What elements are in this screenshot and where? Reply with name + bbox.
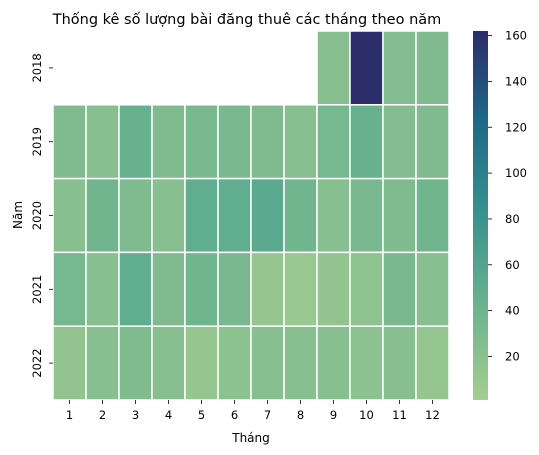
heatmap-cell-2021-10 bbox=[349, 251, 384, 327]
x-tick-label: 1 bbox=[66, 408, 73, 422]
heatmap-cell-2022-12 bbox=[415, 325, 450, 401]
x-tick-label: 11 bbox=[392, 408, 407, 422]
heatmap-cell-2021-5 bbox=[184, 251, 219, 327]
x-axis-label: Tháng bbox=[231, 431, 270, 445]
heatmap-cell-2021-1 bbox=[52, 251, 87, 327]
heatmap-cell-2021-3 bbox=[118, 251, 153, 327]
x-tick-label: 8 bbox=[297, 408, 304, 422]
x-axis-ticks: 1 2 3 4 5 6 7 8 9 10 11 12 bbox=[66, 400, 440, 422]
colorbar-tick-label: 120 bbox=[505, 120, 527, 134]
heatmap-cell-2019-4 bbox=[151, 104, 186, 180]
heatmap-cell-2019-9 bbox=[316, 104, 351, 180]
heatmap-cell-2021-4 bbox=[151, 251, 186, 327]
heatmap-cell-2020-11 bbox=[382, 177, 417, 254]
heatmap-cell-2020-7 bbox=[250, 177, 285, 254]
chart-title: Thống kê số lượng bài đăng thuê các thán… bbox=[52, 11, 442, 28]
heatmap-cell-2020-5 bbox=[184, 177, 219, 254]
heatmap-cell-2020-1 bbox=[52, 177, 87, 254]
heatmap-cell-2019-12 bbox=[415, 104, 450, 180]
x-tick-label: 12 bbox=[425, 408, 440, 422]
heatmap-cell-2022-3 bbox=[118, 325, 153, 401]
heatmap-cell-2022-5 bbox=[184, 325, 219, 401]
heatmap-cell-2020-12 bbox=[415, 177, 450, 254]
heatmap-cell-2021-11 bbox=[382, 251, 417, 327]
x-tick-label: 2 bbox=[99, 408, 106, 422]
heatmap-cell-2019-2 bbox=[85, 104, 120, 180]
x-tick-label: 5 bbox=[198, 408, 205, 422]
x-tick-label: 3 bbox=[132, 408, 139, 422]
heatmap-cell-2019-11 bbox=[382, 104, 417, 180]
heatmap-cell-2021-6 bbox=[217, 251, 252, 327]
heatmap-cell-2022-7 bbox=[250, 325, 285, 401]
heatmap-cell-2021-7 bbox=[250, 251, 285, 327]
heatmap-cell-2018-9 bbox=[316, 30, 351, 106]
colorbar-tick-label: 40 bbox=[505, 304, 520, 318]
heatmap-cell-2019-1 bbox=[52, 104, 87, 180]
colorbar-tick-label: 20 bbox=[505, 349, 520, 363]
x-tick-label: 9 bbox=[330, 408, 337, 422]
heatmap-cell-2018-11 bbox=[382, 30, 417, 106]
heatmap-cell-2020-3 bbox=[118, 177, 153, 254]
heatmap-cell-2020-2 bbox=[85, 177, 120, 254]
x-tick-label: 4 bbox=[165, 408, 172, 422]
heatmap-cell-2022-10 bbox=[349, 325, 384, 401]
heatmap-cell-2019-3 bbox=[118, 104, 153, 180]
y-axis-ticks: 2018 2019 2020 2021 2022 bbox=[30, 53, 53, 378]
heatmap-cell-2020-10 bbox=[349, 177, 384, 254]
colorbar-tick-label: 160 bbox=[505, 29, 527, 43]
heatmap-cell-2019-5 bbox=[184, 104, 219, 180]
heatmap-cell-2022-2 bbox=[85, 325, 120, 401]
heatmap-cell-2022-6 bbox=[217, 325, 252, 401]
x-tick-label: 10 bbox=[359, 408, 374, 422]
colorbar-ticks: 20 40 60 80 100 120 140 160 bbox=[488, 29, 527, 363]
heatmap-cell-2022-1 bbox=[52, 325, 87, 401]
x-tick-label: 6 bbox=[231, 408, 238, 422]
y-tick-label: 2019 bbox=[30, 127, 44, 156]
heatmap-cell-2018-10 bbox=[349, 30, 384, 106]
heatmap-cell-2021-12 bbox=[415, 251, 450, 327]
colorbar-tick-label: 100 bbox=[505, 166, 527, 180]
heatmap-cell-2021-8 bbox=[283, 251, 318, 327]
heatmap-cells bbox=[52, 30, 450, 401]
heatmap-cell-2021-2 bbox=[85, 251, 120, 327]
heatmap-cell-2019-7 bbox=[250, 104, 285, 180]
heatmap-cell-2020-8 bbox=[283, 177, 318, 254]
heatmap-cell-2021-9 bbox=[316, 251, 351, 327]
x-tick-label: 7 bbox=[264, 408, 271, 422]
heatmap-cell-2019-10 bbox=[349, 104, 384, 180]
heatmap-cell-2018-12 bbox=[415, 30, 450, 106]
colorbar-tick-label: 60 bbox=[505, 258, 520, 272]
colorbar-tick-label: 80 bbox=[505, 212, 520, 226]
y-axis-label: Năm bbox=[11, 201, 25, 229]
heatmap-cell-2022-8 bbox=[283, 325, 318, 401]
heatmap-cell-2020-6 bbox=[217, 177, 252, 254]
y-tick-label: 2021 bbox=[30, 275, 44, 304]
heatmap-cell-2022-9 bbox=[316, 325, 351, 401]
heatmap-cell-2019-8 bbox=[283, 104, 318, 180]
y-tick-label: 2022 bbox=[30, 348, 44, 377]
heatmap-cell-2022-11 bbox=[382, 325, 417, 401]
heatmap-cell-2020-9 bbox=[316, 177, 351, 254]
colorbar bbox=[473, 31, 488, 400]
heatmap-cell-2020-4 bbox=[151, 177, 186, 254]
y-tick-label: 2018 bbox=[30, 53, 44, 82]
y-tick-label: 2020 bbox=[30, 201, 44, 230]
colorbar-tick-label: 140 bbox=[505, 74, 527, 88]
heatmap-cell-2019-6 bbox=[217, 104, 252, 180]
heatmap-cell-2022-4 bbox=[151, 325, 186, 401]
